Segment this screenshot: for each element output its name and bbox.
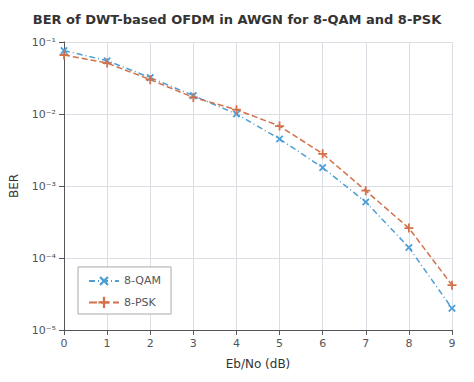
svg-text:10⁻²: 10⁻²	[32, 108, 56, 121]
svg-text:5: 5	[276, 337, 283, 350]
svg-text:8-QAM: 8-QAM	[124, 274, 161, 287]
svg-text:8: 8	[405, 337, 412, 350]
svg-text:10⁻¹: 10⁻¹	[32, 36, 56, 49]
svg-text:8-PSK: 8-PSK	[124, 296, 157, 309]
svg-text:2: 2	[147, 337, 154, 350]
svg-text:BER of DWT-based OFDM in AWGN: BER of DWT-based OFDM in AWGN for 8-QAM …	[33, 12, 442, 27]
svg-text:0: 0	[61, 337, 68, 350]
svg-text:10⁻⁴: 10⁻⁴	[32, 252, 57, 265]
svg-text:6: 6	[319, 337, 326, 350]
svg-text:1: 1	[104, 337, 111, 350]
svg-text:Eb/No (dB): Eb/No (dB)	[226, 357, 291, 371]
svg-text:BER: BER	[7, 174, 21, 198]
svg-text:3: 3	[190, 337, 197, 350]
svg-text:10⁻⁵: 10⁻⁵	[32, 324, 56, 337]
svg-text:9: 9	[449, 337, 456, 350]
svg-text:7: 7	[362, 337, 369, 350]
svg-text:10⁻³: 10⁻³	[32, 180, 56, 193]
svg-text:4: 4	[233, 337, 240, 350]
